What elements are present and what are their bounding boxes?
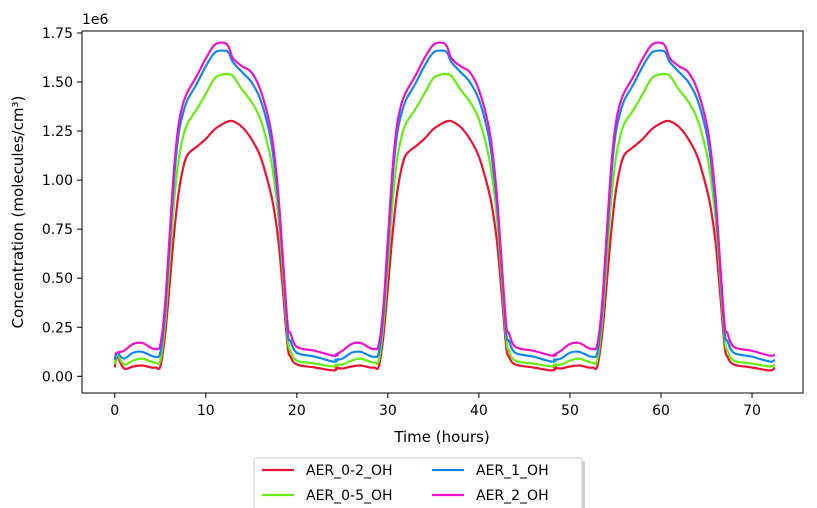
series-line-AER_1_OH <box>113 49 776 363</box>
x-tick-label: 10 <box>197 403 215 419</box>
legend-label-AER_0-2_OH: AER_0-2_OH <box>306 463 393 479</box>
x-tick-label: 40 <box>470 403 488 419</box>
x-tick-label: 70 <box>743 403 761 419</box>
x-tick-label: 0 <box>110 403 119 419</box>
y-axis: 0.00 0.25 0.50 0.75 1.00 1.25 1.50 1.75 <box>42 26 82 385</box>
y-axis-label: Concentration (molecules/cm³) <box>9 96 27 329</box>
y-tick-label: 1.50 <box>42 75 73 91</box>
legend-label-AER_2_OH: AER_2_OH <box>476 488 549 504</box>
plot-area <box>82 31 803 393</box>
series-line-AER_0-5_OH <box>113 72 776 368</box>
legend: AER_0-2_OH AER_0-5_OH AER_1_OH AER_2_OH <box>253 457 585 508</box>
x-axis: 0 10 20 30 40 50 60 70 <box>110 393 761 419</box>
series-layer <box>113 41 776 372</box>
y-tick-label: 0.50 <box>42 271 73 287</box>
x-tick-label: 50 <box>561 403 579 419</box>
legend-box <box>253 457 583 508</box>
y-tick-label: 1.75 <box>42 26 73 42</box>
y-tick-label: 1.25 <box>42 124 73 140</box>
y-offset-label: 1e6 <box>82 12 109 28</box>
legend-label-AER_1_OH: AER_1_OH <box>476 463 549 479</box>
y-tick-label: 0.00 <box>42 369 73 385</box>
legend-label-AER_0-5_OH: AER_0-5_OH <box>306 488 393 504</box>
x-tick-label: 20 <box>288 403 306 419</box>
plot-frame <box>81 30 804 394</box>
x-tick-label: 30 <box>379 403 397 419</box>
y-tick-label: 0.25 <box>42 320 73 336</box>
x-tick-label: 60 <box>652 403 670 419</box>
x-axis-label: Time (hours) <box>393 428 489 446</box>
y-tick-label: 0.75 <box>42 222 73 238</box>
legend-items: AER_0-2_OH AER_0-5_OH AER_1_OH AER_2_OH <box>262 463 549 504</box>
y-tick-label: 1.00 <box>42 173 73 189</box>
series-line-AER_2_OH <box>113 41 776 357</box>
series-line-AER_0-2_OH <box>113 119 776 372</box>
